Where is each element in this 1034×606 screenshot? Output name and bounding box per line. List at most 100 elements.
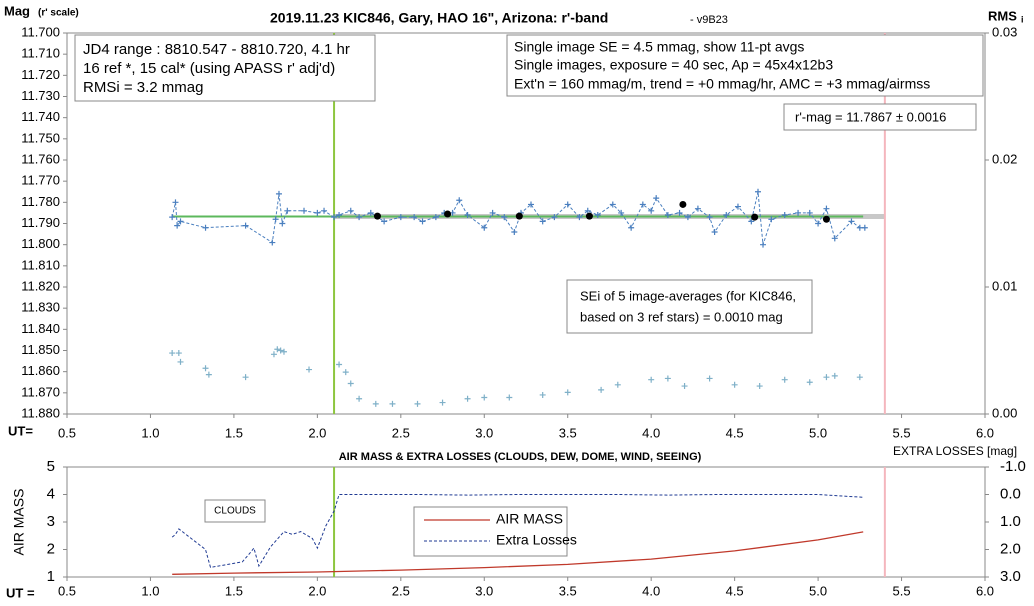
x-tick-label: 0.5 [58, 425, 76, 440]
y-tick-label: 2 [47, 540, 55, 557]
y-tick-label: 11.830 [21, 300, 60, 315]
data-point [411, 214, 418, 221]
x-tick-label: 1.5 [225, 425, 243, 440]
data-point [576, 214, 583, 221]
x-tick-label: 5.0 [809, 583, 827, 598]
y-tick-label: 11.870 [21, 384, 60, 399]
data-point [456, 197, 463, 204]
data-point [414, 400, 421, 407]
annotation-box [74, 34, 376, 102]
data-point [648, 207, 655, 214]
data-point [564, 389, 571, 396]
data-point [501, 214, 508, 221]
y-tick-label: 3 [47, 513, 55, 530]
data-point [306, 366, 313, 373]
y-tick-label: 11.800 [21, 236, 60, 251]
data-point [432, 214, 439, 221]
annotation-box [566, 279, 813, 334]
x-tick-label: 5.5 [893, 425, 911, 440]
y-tick-label: 11.790 [21, 215, 60, 230]
average-point [585, 212, 593, 220]
data-point [205, 371, 212, 378]
series-line [171, 494, 864, 568]
data-point [279, 220, 286, 227]
annotation: Single images, exposure = 40 sec, Ap = 4… [514, 57, 833, 73]
annotation-box [204, 499, 266, 523]
x-label: UT= [8, 423, 33, 438]
y-tick-label: 11.810 [21, 257, 60, 272]
data-point [664, 375, 671, 382]
x-tick-label: 3.5 [559, 583, 577, 598]
top-plot: 0.5 1.0 1.5 2.0 2.5 3.0 3.5 4.0 4.5 5.0 5.5 6.0 11.7… [21, 24, 1017, 440]
data-point [506, 394, 513, 401]
y2-tick-label: 0.02 [992, 151, 1017, 166]
annotation: SEi of 5 image-averages (for KIC846, [580, 288, 796, 303]
data-point [584, 207, 591, 214]
data-point [277, 347, 284, 354]
data-point [831, 372, 838, 379]
y2-tick-label: -1.0 [1000, 458, 1026, 475]
data-point [372, 400, 379, 407]
data-point [628, 224, 635, 231]
y2-tick-label: 0.0 [1000, 485, 1021, 502]
data-point [481, 394, 488, 401]
data-point [342, 369, 349, 376]
data-point [823, 374, 830, 381]
y-tick-label: 11.750 [21, 130, 60, 145]
data-point [639, 201, 646, 208]
y-tick-label: 11.760 [21, 151, 60, 166]
data-point [755, 188, 762, 195]
version: - v9B23 [690, 14, 728, 26]
chart-title: 2019.11.23 KIC846, Gary, HAO 16", Arizon… [270, 10, 608, 26]
average-point [751, 213, 759, 221]
x-tick-label: 6.0 [976, 425, 994, 440]
data-point [177, 358, 184, 365]
x-tick-label: 2.0 [308, 583, 326, 598]
y-tick-label: 4 [47, 485, 55, 502]
annotation-box [783, 103, 977, 131]
data-point [781, 212, 788, 219]
data-point [269, 239, 276, 246]
data-point [861, 224, 868, 231]
y2-label: EXTRA LOSSES [mag] [893, 444, 1017, 458]
y-tick-label: 11.860 [21, 363, 60, 378]
data-point [175, 350, 182, 357]
y2-label: RMS [988, 8, 1017, 23]
x-tick-label: 1.0 [141, 583, 159, 598]
average-point [679, 200, 687, 208]
y2-tick-label: 0.01 [992, 278, 1017, 293]
data-point [367, 209, 374, 216]
data-point [489, 209, 496, 216]
x-label: UT = [6, 585, 35, 600]
data-point [831, 235, 838, 242]
annotation: CLOUDS [214, 506, 256, 517]
data-point [314, 209, 321, 216]
data-point [242, 222, 249, 229]
data-point [684, 214, 691, 221]
data-point [274, 346, 281, 353]
data-point [731, 381, 738, 388]
average-point [822, 215, 830, 223]
x-tick-label: 2.5 [392, 583, 410, 598]
data-point [242, 374, 249, 381]
data-point [169, 350, 176, 357]
data-point [594, 212, 601, 219]
y-tick-label: 11.880 [21, 405, 60, 420]
data-point [806, 379, 813, 386]
data-point [336, 361, 343, 368]
data-point [781, 376, 788, 383]
y-tick-label: 11.700 [21, 24, 60, 39]
data-point [539, 218, 546, 225]
y2-label-sub: i [1021, 14, 1024, 24]
data-point [347, 207, 354, 214]
data-point [356, 395, 363, 402]
y-tick-label: 5 [47, 458, 55, 475]
y-label-note: (r' scale) [38, 8, 79, 19]
x-tick-label: 4.5 [726, 583, 744, 598]
annotation: RMSi = 3.2 mmag [83, 79, 203, 96]
x-tick-label: 5.5 [893, 583, 911, 598]
y-tick-label: 11.730 [21, 88, 60, 103]
y2-tick-label: 0.03 [992, 24, 1017, 39]
data-point [815, 220, 822, 227]
